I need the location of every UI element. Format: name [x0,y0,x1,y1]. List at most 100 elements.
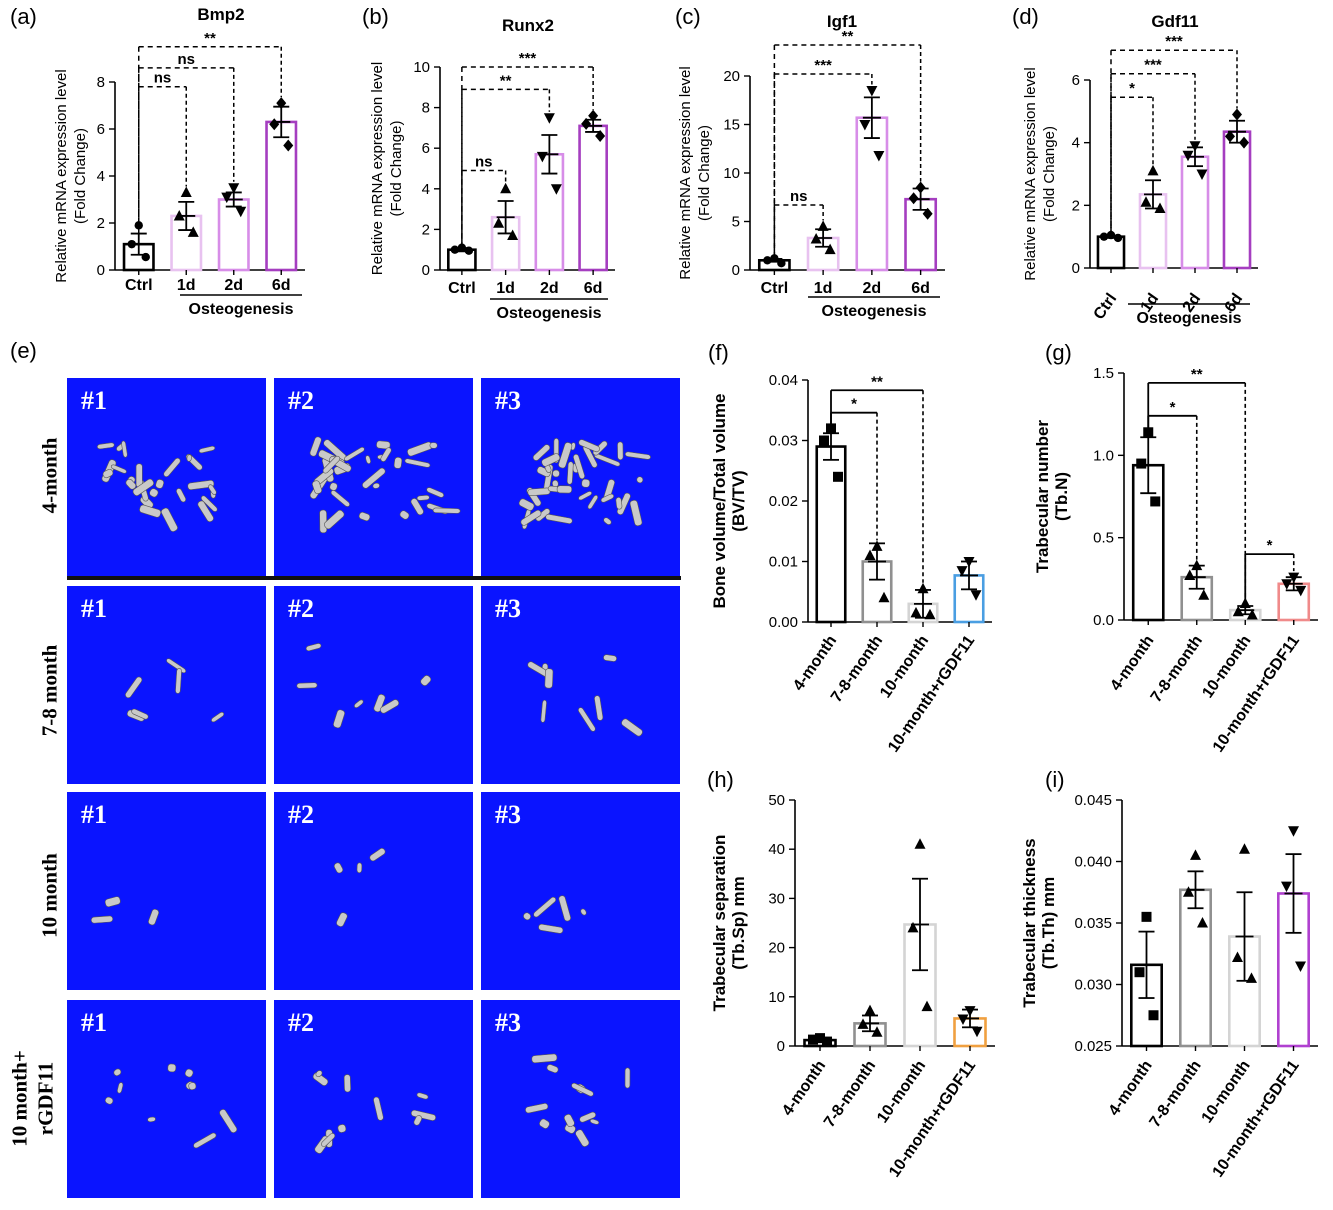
bone-fragment [581,478,591,488]
y-tick-label: 0.0 [1093,612,1114,629]
bone-fragment [527,487,551,496]
data-point [581,117,592,130]
bone-fragment [617,441,624,461]
x-tick-label: 1d [177,277,196,294]
bone-fragment [552,469,560,478]
data-point [917,582,929,594]
x-tick-label: 10-month+rGDF11 [1210,632,1303,755]
data-point [1182,150,1194,162]
bone-fragment [410,1109,437,1121]
bone-fragment [594,695,604,721]
y-tick-label: 2 [422,221,430,238]
significance-label: * [1170,399,1176,416]
data-point [235,206,247,218]
bone-fragment [208,484,217,495]
data-point [1150,496,1161,507]
data-point [871,1026,883,1037]
bone-fragment [594,453,621,467]
bone-fragment [429,442,438,449]
bone-fragment [410,498,424,516]
data-point [269,118,280,131]
x-tick-label: 2d [224,277,243,294]
data-point [180,186,192,197]
data-point [1191,559,1203,571]
significance-label: ** [842,28,854,45]
data-point [221,192,233,204]
y-axis-label-line2: (Fold Change) [1041,126,1058,222]
y-tick-label: 2 [1072,197,1080,214]
data-point [873,151,885,162]
trabecular-bone-render [104,1063,238,1149]
bone-fragment [578,439,600,453]
bone-fragment [404,458,431,468]
bone-fragment [96,442,115,450]
bone-fragment [373,694,386,713]
bone-fragment [624,1067,631,1089]
y-axis-label: Trabecular separation (Tb.Sp) mm [710,835,748,1012]
bone-fragment [321,1133,336,1147]
trabecular-bone-render [296,643,432,729]
y-tick-label: 6 [1072,72,1080,89]
data-point [864,1004,876,1016]
bone-fragment [113,1068,122,1076]
bone-fragment [603,517,612,525]
y-axis-label-line2: (Fold Change) [72,128,89,224]
x-tick-label: 4-month [1106,1058,1156,1119]
data-point [1140,196,1152,207]
bone-fragment [373,1096,384,1121]
data-point [1232,951,1243,962]
data-point [1136,458,1147,469]
bone-fragment [167,1063,177,1073]
panel-b: (b) Runx2 Relative mRNA expression level (F… [362,4,615,322]
trabecular-bone-render [333,848,386,927]
micro-ct-image: #2 [274,792,473,990]
row-label: rGDF11 [33,1061,58,1136]
bone-fragment [525,1103,549,1114]
bone-fragment [629,499,643,527]
significance-label: * [851,396,857,413]
y-tick-label: 20 [768,940,785,957]
panel-h: (h) Trabecular separation (Tb.Sp) mm 0 10 20 3… [707,767,995,1181]
data-point [1099,232,1109,241]
bone-fragment [544,668,554,689]
panel-i: (i) Trabecular thickness (Tb.Th) mm 0.025 0.… [1020,767,1318,1181]
data-point [964,1006,976,1017]
data-point [1246,972,1257,983]
sample-label: #3 [495,386,521,415]
bone-fragment [343,1074,351,1093]
data-point [1147,164,1159,176]
y-axis-label-line1: Relative mRNA expression level [53,69,70,282]
data-point [1184,569,1196,581]
row-label: 10 month [37,853,62,938]
y-tick-label: 6 [422,140,430,157]
data-point [1246,609,1258,620]
bone-fragment [432,507,461,514]
bone-fragment [539,1118,550,1129]
panel-letter: (d) [1012,4,1039,29]
y-tick-label: 1.5 [1093,365,1114,382]
data-point [1148,1010,1159,1021]
panel-title: Runx2 [502,16,554,35]
bone-fragment [329,482,338,491]
y-tick-label: 30 [768,890,785,907]
x-tick-label: 10-month+rGDF11 [886,1057,979,1180]
trabecular-bone-render [312,1070,437,1154]
bone-fragment [90,915,114,924]
bone-fragment [187,479,215,491]
bone-fragment [520,509,542,526]
panel-letter: (b) [362,4,389,29]
bone-fragment [426,487,445,498]
bone-fragment [393,457,403,469]
data-point [810,232,822,244]
y-tick-label: 0.040 [1074,854,1112,871]
panel-letter: (c) [675,4,701,29]
data-point [859,120,871,131]
x-tick-label: 10-month [874,1058,929,1127]
y-axis-label-line1: Trabecular number [1033,420,1052,573]
data-point [228,183,240,194]
bone-fragment [184,1068,194,1078]
bone-fragment [532,444,551,461]
bone-fragment [104,1096,114,1105]
data-point [864,549,876,560]
